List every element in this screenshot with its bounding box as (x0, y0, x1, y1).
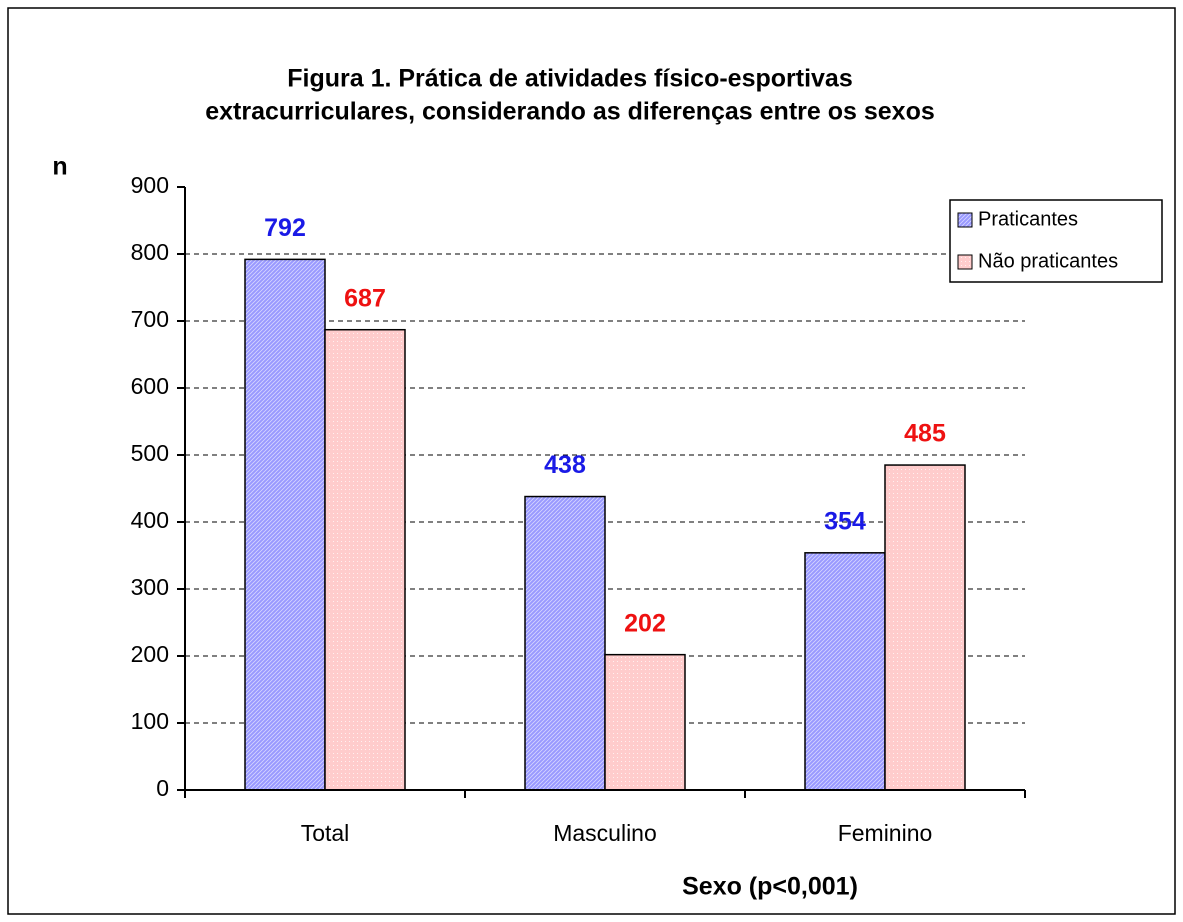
y-tick-label: 600 (131, 373, 169, 399)
x-axis-label: Sexo (p<0,001) (682, 873, 858, 901)
bar (804, 552, 886, 791)
legend-label: Não praticantes (978, 250, 1118, 272)
y-tick-label: 0 (156, 775, 169, 801)
value-label: 354 (824, 507, 866, 535)
bar (884, 464, 966, 791)
y-tick-label: 900 (131, 172, 169, 198)
bar (324, 328, 406, 791)
y-tick-label: 700 (131, 306, 169, 332)
y-tick-label: 100 (131, 708, 169, 734)
x-tick-label: Total (301, 820, 350, 846)
value-label: 438 (544, 451, 586, 479)
legend-label: Praticantes (978, 208, 1078, 230)
y-axis-label: n (52, 153, 67, 181)
value-label: 792 (264, 214, 306, 242)
value-label: 687 (344, 284, 386, 312)
value-label: 485 (904, 420, 946, 448)
x-tick-label: Feminino (838, 820, 933, 846)
chart-title: extracurriculares, considerando as difer… (205, 98, 935, 126)
legend-swatch (957, 254, 973, 270)
y-tick-label: 200 (131, 641, 169, 667)
x-tick-label: Masculino (553, 820, 657, 846)
y-tick-label: 800 (131, 239, 169, 265)
legend-box (949, 199, 1163, 283)
legend-swatch (957, 212, 973, 228)
bar (244, 258, 326, 791)
y-tick-label: 400 (131, 507, 169, 533)
value-label: 202 (624, 609, 666, 637)
y-tick-label: 500 (131, 440, 169, 466)
bar (604, 653, 686, 791)
chart-title: Figura 1. Prática de atividades físico-e… (287, 65, 853, 93)
bar (524, 495, 606, 791)
y-tick-label: 300 (131, 574, 169, 600)
